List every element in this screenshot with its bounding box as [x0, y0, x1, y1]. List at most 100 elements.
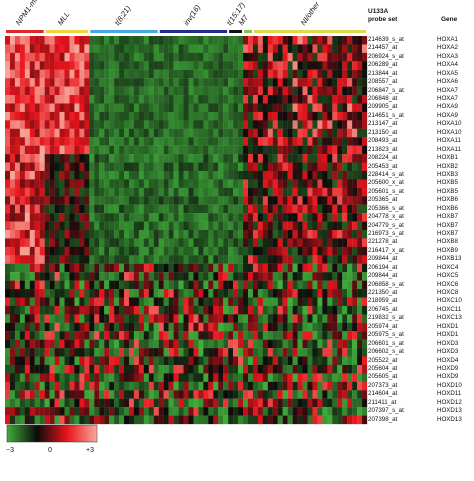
- heatmap-cell: [89, 322, 95, 332]
- heatmap-cell: [342, 95, 348, 104]
- heatmap-cell: [347, 364, 353, 374]
- heatmap-cell: [84, 187, 90, 197]
- heatmap-cell: [64, 246, 70, 256]
- heatmap-cell: [59, 390, 65, 399]
- heatmap-cell: [99, 322, 105, 332]
- heatmap-cell: [138, 179, 144, 188]
- heatmap-cell: [158, 322, 164, 332]
- heatmap-cell: [208, 44, 214, 54]
- heatmap-cell: [69, 120, 75, 129]
- heatmap-cell: [153, 297, 159, 307]
- heatmap-cell: [228, 111, 234, 121]
- heatmap-cell: [332, 213, 338, 222]
- heatmap-cell: [14, 44, 21, 54]
- heatmap-cell: [64, 179, 70, 188]
- heatmap-cell: [44, 36, 50, 45]
- heatmap-cell: [188, 407, 194, 416]
- heatmap-cell: [183, 36, 189, 45]
- heatmap-cell: [332, 305, 338, 315]
- heatmap-cell: [119, 213, 125, 222]
- heatmap-cell: [362, 213, 368, 222]
- heatmap-cell: [29, 238, 35, 248]
- heatmap-cell: [138, 213, 144, 222]
- heatmap-cell: [128, 61, 135, 70]
- heatmap-cell: [183, 322, 189, 332]
- heatmap-cell: [243, 373, 249, 382]
- heatmap-cell: [238, 280, 244, 290]
- heatmap-cell: [337, 170, 343, 180]
- heatmap-cell: [337, 230, 343, 239]
- heatmap-cell: [292, 36, 298, 45]
- heatmap-cell: [277, 120, 283, 129]
- heatmap-cell: [14, 145, 21, 155]
- heatmap-cell: [277, 128, 283, 138]
- heatmap-cell: [158, 263, 164, 273]
- heatmap-cell: [178, 120, 184, 129]
- heatmap-cell: [342, 373, 348, 382]
- heatmap-cell: [89, 272, 95, 281]
- heatmap-cell: [307, 154, 313, 163]
- heatmap-cell: [238, 356, 244, 366]
- heatmap-cell: [332, 204, 338, 214]
- heatmap-cell: [282, 145, 288, 155]
- heatmap-cell: [34, 187, 40, 197]
- heatmap-cell: [44, 415, 50, 425]
- heatmap-cell: [327, 145, 333, 155]
- heatmap-cell: [233, 297, 239, 307]
- heatmap-cell: [74, 44, 80, 54]
- heatmap-cell: [44, 289, 50, 298]
- heatmap-cell: [5, 238, 11, 248]
- heatmap-cell: [218, 238, 224, 248]
- row-gene-label: HOXB1: [437, 154, 458, 162]
- heatmap-cell: [188, 305, 194, 315]
- heatmap-cell: [49, 255, 55, 264]
- heatmap-cell: [262, 69, 268, 79]
- heatmap-cell: [138, 339, 144, 349]
- heatmap-cell: [173, 322, 179, 332]
- heatmap-cell: [9, 44, 16, 54]
- heatmap-cell: [14, 162, 21, 172]
- heatmap-cell: [128, 289, 135, 298]
- heatmap-cell: [148, 373, 154, 382]
- heatmap-cell: [178, 263, 184, 273]
- heatmap-cell: [74, 297, 80, 307]
- heatmap-cell: [163, 381, 169, 391]
- heatmap-cell: [233, 272, 239, 281]
- heatmap-cell: [79, 213, 85, 222]
- heatmap-cell: [257, 170, 264, 180]
- heatmap-cell: [218, 170, 224, 180]
- heatmap-cell: [104, 137, 110, 146]
- heatmap-cell: [317, 230, 323, 239]
- heatmap-cell: [208, 246, 214, 256]
- heatmap-cell: [133, 314, 140, 323]
- heatmap-cell: [74, 280, 80, 290]
- heatmap-cell: [168, 137, 174, 146]
- heatmap-cell: [203, 44, 209, 54]
- heatmap-cell: [297, 246, 303, 256]
- heatmap-cell: [307, 213, 313, 222]
- heatmap-cell: [29, 280, 35, 290]
- heatmap-cell: [247, 145, 254, 155]
- heatmap-cell: [34, 280, 40, 290]
- heatmap-cell: [138, 61, 144, 70]
- heatmap-cell: [5, 120, 11, 129]
- heatmap-cell: [5, 364, 11, 374]
- heatmap-cell: [317, 398, 323, 408]
- heatmap-cell: [34, 314, 40, 323]
- heatmap-cell: [238, 187, 244, 197]
- group-bar-5: [244, 30, 252, 33]
- heatmap-cell: [138, 120, 144, 129]
- heatmap-cell: [59, 381, 65, 391]
- heatmap-cell: [148, 398, 154, 408]
- row-gene-label: HOXA5: [437, 69, 458, 77]
- row-probe-label: 214457_at: [368, 44, 398, 52]
- heatmap-cell: [257, 179, 264, 188]
- heatmap-cell: [178, 204, 184, 214]
- heatmap-cell: [133, 381, 140, 391]
- heatmap-cell: [238, 331, 244, 340]
- heatmap-cell: [133, 170, 140, 180]
- heatmap-cell: [128, 44, 135, 54]
- heatmap-cell: [262, 238, 268, 248]
- heatmap-cell: [34, 272, 40, 281]
- heatmap-cell: [193, 390, 199, 399]
